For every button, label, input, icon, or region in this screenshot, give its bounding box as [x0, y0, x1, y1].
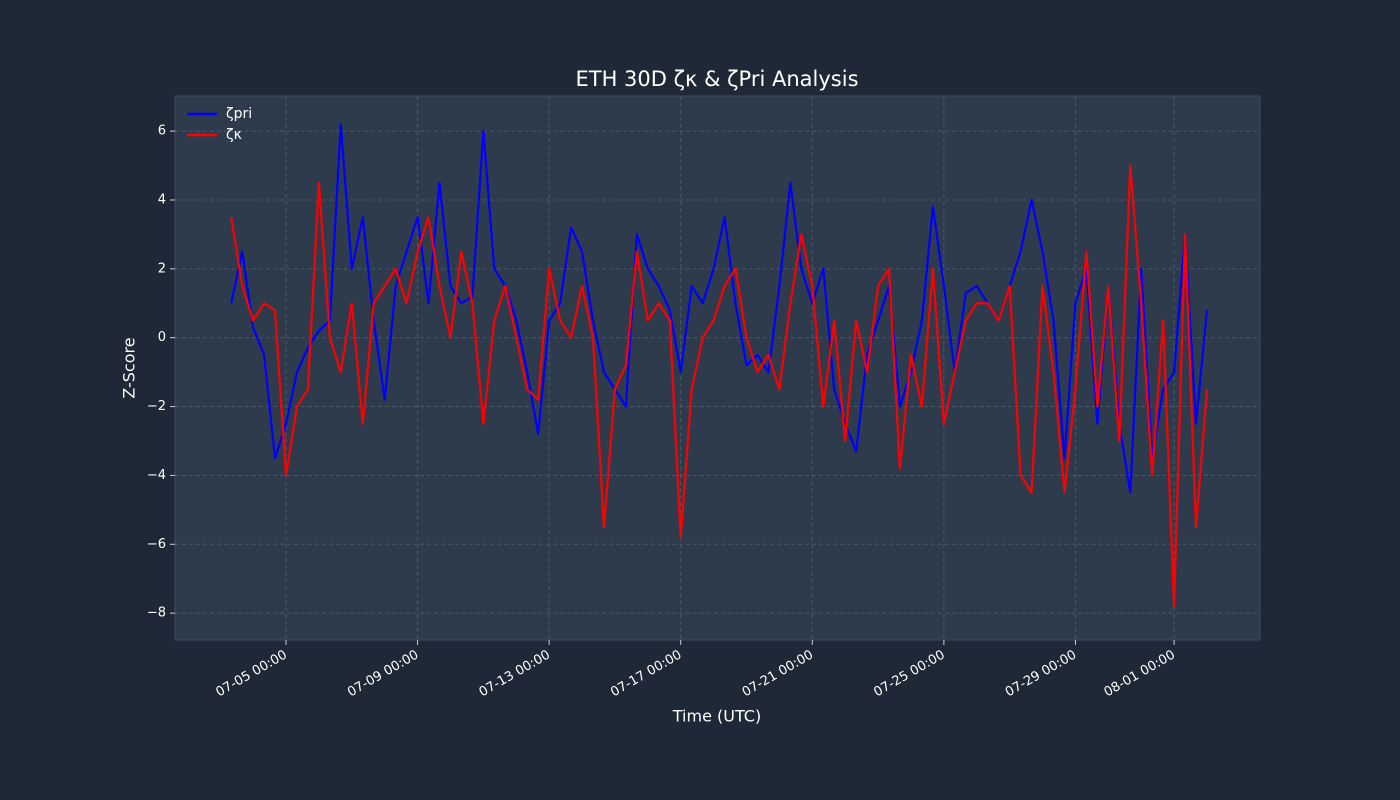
x-axis-label: Time (UTC) — [672, 707, 761, 726]
y-tick-label: −6 — [147, 537, 166, 552]
x-tick-label: 07-17 00:00 — [608, 648, 684, 701]
legend-label: ζpri — [226, 106, 252, 122]
x-tick-label: 07-09 00:00 — [345, 648, 421, 701]
x-tick-label: 07-21 00:00 — [740, 648, 816, 701]
plot-area — [174, 95, 1261, 641]
x-tick-label: 07-25 00:00 — [871, 648, 947, 701]
y-tick-label: 6 — [158, 124, 166, 139]
x-tick-label: 07-29 00:00 — [1003, 648, 1079, 701]
grid — [175, 96, 1260, 640]
y-tick-label: 2 — [158, 261, 166, 276]
chart-title: ETH 30D ζκ & ζPri Analysis — [575, 67, 858, 91]
y-axis-label: Z-Score — [120, 337, 139, 398]
legend: ζpri ζκ — [187, 106, 252, 143]
y-tick-label: 4 — [158, 192, 166, 207]
y-tick-label: 0 — [158, 330, 166, 345]
series-line — [230, 123, 1209, 494]
y-tick-label: −4 — [147, 468, 166, 483]
series-line — [230, 164, 1209, 608]
x-tick-label: 08-01 00:00 — [1102, 648, 1178, 701]
y-tick-label: −8 — [147, 606, 166, 621]
legend-label: ζκ — [226, 127, 242, 143]
x-tick-label: 07-13 00:00 — [477, 648, 553, 701]
x-tick-label: 07-05 00:00 — [214, 648, 290, 701]
lines — [230, 123, 1209, 608]
y-tick-label: −2 — [147, 399, 166, 414]
